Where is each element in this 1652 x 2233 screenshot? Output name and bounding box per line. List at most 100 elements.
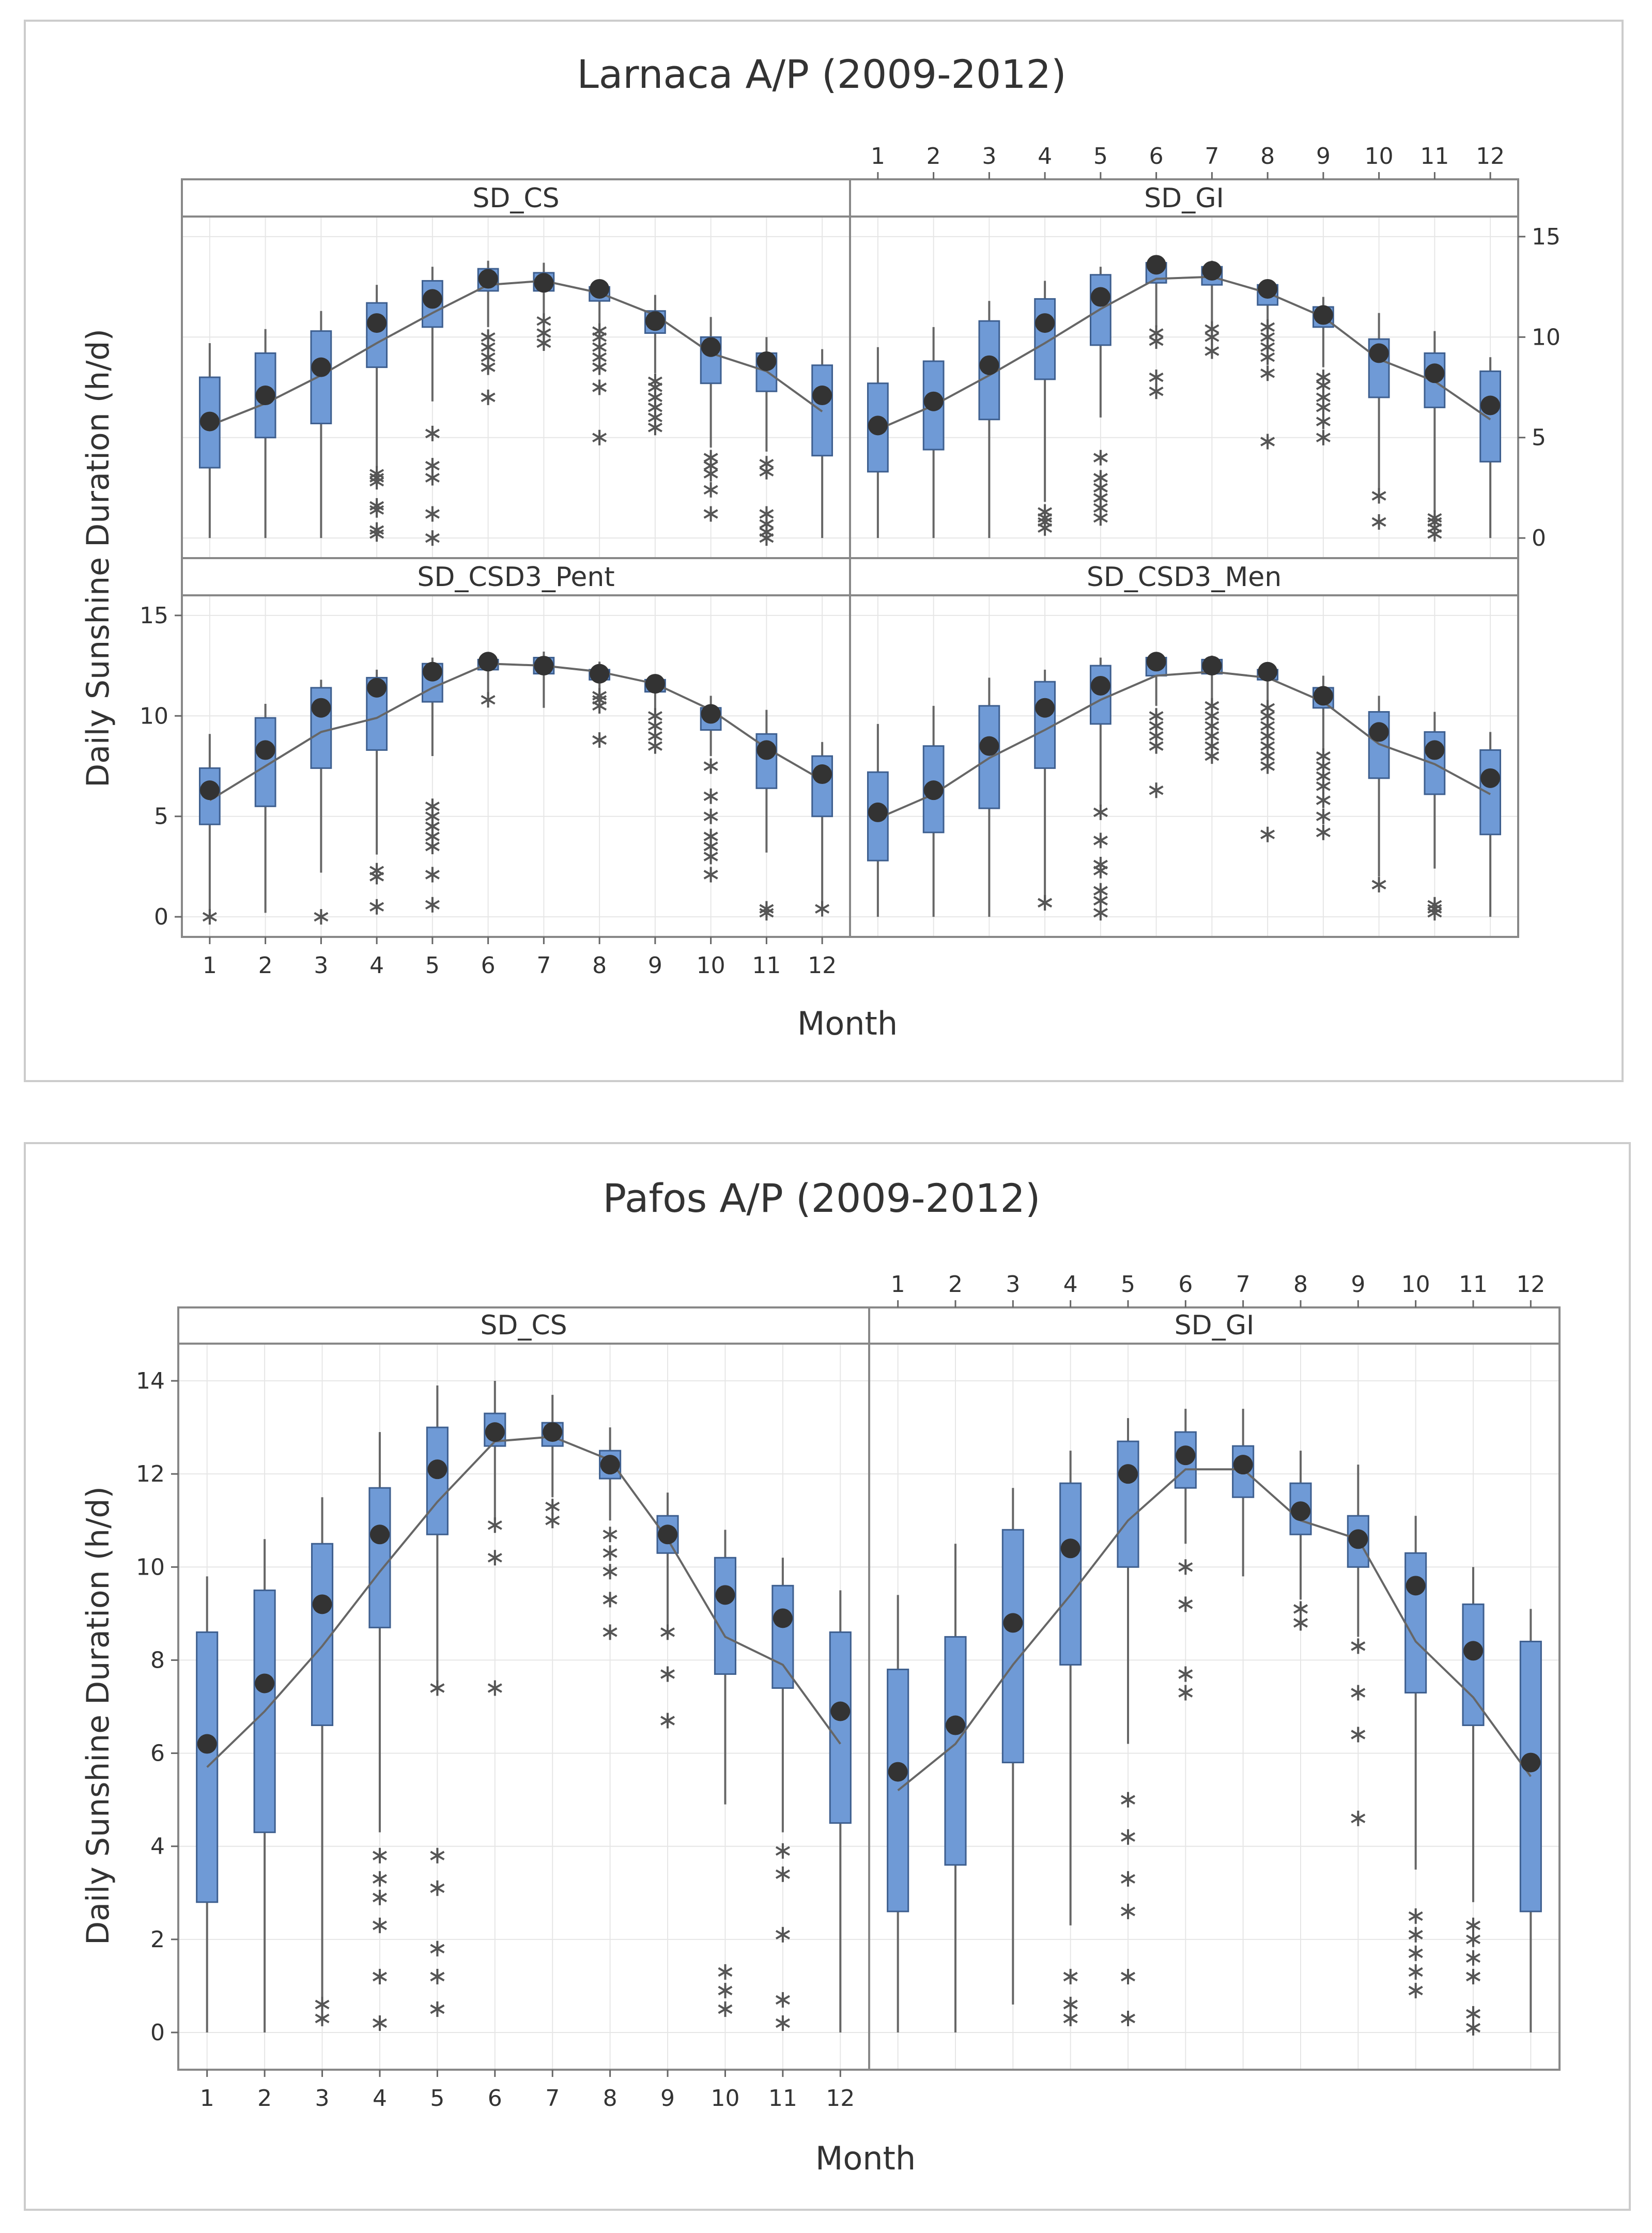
fig0-sd-csd3-pent-mean-dot-m9 [645,674,665,694]
fig1-sd-cs-outlier-m4-4 [372,1871,387,1887]
fig1-sd-gi-xtick-label-top: 3 [1006,1271,1020,1298]
fig0-sd-gi-mean-dot-m8 [1258,279,1278,299]
fig0-sd-csd3-men-box-m4 [1034,681,1056,769]
fig1-sd-gi-xtick-label-top: 9 [1351,1271,1365,1298]
fig1-sd-cs-xtick-label: 9 [660,2085,675,2112]
fig1-sd-gi-outlier-m5-0 [1121,2010,1135,2026]
fig0-sd-gi-mean-dot-m2 [923,391,944,411]
fig0-sd-gi-xtick-label-top: 1 [871,143,885,170]
fig1-sd-gi-outlier-m9-0 [1351,1810,1366,1826]
fig0-sd-csd3-men-box-m3 [978,705,1000,809]
fig1-sd-cs-outlier-m10-0 [718,2001,733,2017]
fig0-sd-gi-mean-line [877,275,1491,431]
fig0-sd-gi-mean-dot-m10 [1369,343,1389,363]
pafos-x-axis-title: Month [815,2139,916,2177]
fig1-sd-cs-xtick-label: 5 [430,2085,444,2112]
fig0-sd-csd3-pent-xtick-label: 12 [808,952,837,979]
fig0-sd-csd3-men-box-m12 [1479,749,1502,836]
fig0-sd-cs-mean-dot-m2 [255,386,275,406]
fig0-sd-gi-outlier-m6-3 [1149,325,1164,341]
fig0-sd-csd3-pent-outlier-m12-0 [815,901,830,917]
fig1-sd-gi-outlier-m11-3 [1466,1950,1480,1966]
fig0-sd-csd3-pent-ytick-label: 0 [154,904,168,930]
fig0-sd-gi-xtick-label-top: 7 [1205,143,1219,170]
fig1-sd-cs-box-m11 [771,1584,794,1689]
fig1-sd-gi-xtick-label-top: 1 [891,1271,905,1298]
fig0-sd-cs-outlier-m5-4 [425,425,440,441]
fig0-sd-cs-outlier-m8-6 [592,323,607,339]
fig1-sd-cs-outlier-m5-5 [430,1680,445,1696]
fig1-sd-cs-box-m4 [368,1487,391,1628]
fig0-sd-csd3-pent-xtick-label: 7 [536,952,551,979]
larnaca-figure-title: Larnaca A/P (2009-2012) [577,51,1066,97]
fig1-sd-gi-outlier-m11-5 [1466,1917,1480,1933]
fig0-sd-cs-outlier-m11-5 [759,456,774,472]
fig0-sd-csd3-pent-outlier-m4-0 [369,899,384,915]
fig1-sd-gi-xtick-label-top: 5 [1121,1271,1135,1298]
fig0-sd-cs-outlier-m10-0 [703,506,718,522]
fig1-sd-cs-mean-dot-m9 [658,1524,678,1545]
fig0-sd-csd3-pent-outlier-m8-0 [592,732,607,748]
fig1-sd-cs-mean-dot-m1 [197,1734,217,1754]
fig0-sd-csd3-pent-xtick-label: 4 [369,952,384,979]
fig1-sd-cs-outlier-m11-0 [775,2015,790,2031]
fig1-sd-gi-mean-dot-m10 [1406,1576,1426,1596]
fig1-sd-cs-outlier-m3-1 [315,1996,330,2012]
fig0-sd-gi-xtick-label-top: 6 [1149,143,1164,170]
fig1-sd-gi-xtick-label-top: 10 [1401,1271,1430,1298]
fig1-sd-cs-outlier-m3-0 [315,2010,330,2026]
fig1-sd-cs-outlier-m10-2 [718,1964,733,1980]
fig1-sd-gi-mean-dot-m5 [1118,1464,1138,1484]
fig0-sd-cs-mean-dot-m6 [478,269,498,289]
fig1-sd-cs-box-m3 [311,1543,334,1727]
fig0-sd-cs-outlier-m11-3 [759,506,774,522]
fig0-sd-cs-mean-dot-m7 [534,273,554,293]
fig1-sd-cs-outlier-m9-1 [660,1666,675,1682]
fig1-sd-gi-xtick-label-top: 7 [1236,1271,1250,1298]
fig1-sd-cs-outlier-m11-4 [775,1843,790,1859]
fig1-sd-cs-outlier-m4-1 [372,1968,387,1984]
fig0-sd-cs-mean-dot-m1 [199,411,220,432]
fig0-sd-gi-mean-dot-m1 [868,415,888,436]
fig0-sd-csd3-pent-outlier-m10-5 [703,788,718,804]
fig1-sd-cs-box-m5 [426,1426,449,1535]
fig0-sd-csd3-pent-header-strip [181,557,851,596]
fig0-sd-gi-ytick-label-right: 5 [1532,425,1546,451]
fig0-sd-gi-mean-dot-m3 [979,355,999,375]
fig1-sd-gi-xtick-label-top: 11 [1459,1271,1488,1298]
fig1-sd-gi-mean-dot-m3 [1003,1613,1023,1633]
fig0-sd-csd3-men-mean-dot-m3 [979,736,999,756]
fig0-sd-csd3-men-outlier-m5-5 [1093,833,1108,849]
fig0-sd-csd3-pent-outlier-m9-3 [647,708,662,724]
fig1-sd-cs-xtick-label: 11 [768,2085,797,2112]
fig0-sd-gi-outlier-m5-5 [1093,450,1108,466]
fig0-sd-csd3-men-mean-dot-m12 [1480,768,1501,788]
fig0-sd-gi-outlier-m8-5 [1260,319,1275,335]
fig0-sd-gi-xtick-label-top: 2 [927,143,941,170]
fig1-sd-cs-ytick-label: 8 [150,1647,165,1673]
fig1-sd-cs-outlier-m4-3 [372,1889,387,1905]
fig0-sd-cs-mean-dot-m11 [756,351,777,371]
fig0-sd-csd3-pent-mean-dot-m4 [367,677,387,698]
fig0-sd-cs-outlier-m5-1 [425,506,440,522]
fig1-sd-gi-outlier-m11-1 [1466,2006,1480,2022]
fig0-sd-csd3-men-outlier-m9-1 [1316,808,1331,824]
fig0-sd-cs-header-label: SD_CS [472,183,559,214]
fig0-sd-csd3-pent-outlier-m10-6 [703,758,718,774]
fig0-sd-gi-mean-dot-m6 [1146,255,1166,275]
fig1-sd-gi-box-m1 [887,1668,909,1913]
fig1-sd-cs-plot-area [178,1344,869,2070]
fig0-sd-csd3-men-mean-dot-m8 [1258,661,1278,682]
fig0-sd-csd3-men-outlier-m5-2 [1093,883,1108,899]
fig1-sd-cs-xtick-label: 6 [488,2085,502,2112]
fig0-sd-gi-outlier-m11-3 [1427,510,1442,526]
fig1-sd-cs-box-m12 [829,1631,852,1824]
fig0-sd-csd3-men-mean-dot-m7 [1202,656,1222,676]
fig1-sd-gi-header-strip [868,1306,1561,1345]
fig0-sd-cs-outlier-m5-3 [425,458,440,474]
fig0-sd-gi-outlier-m9-0 [1316,429,1331,445]
fig0-sd-gi-outlier-m6-1 [1149,369,1164,386]
pafos-figure-title: Pafos A/P (2009-2012) [603,1175,1040,1221]
fig0-sd-csd3-pent-plot-area [182,595,850,937]
